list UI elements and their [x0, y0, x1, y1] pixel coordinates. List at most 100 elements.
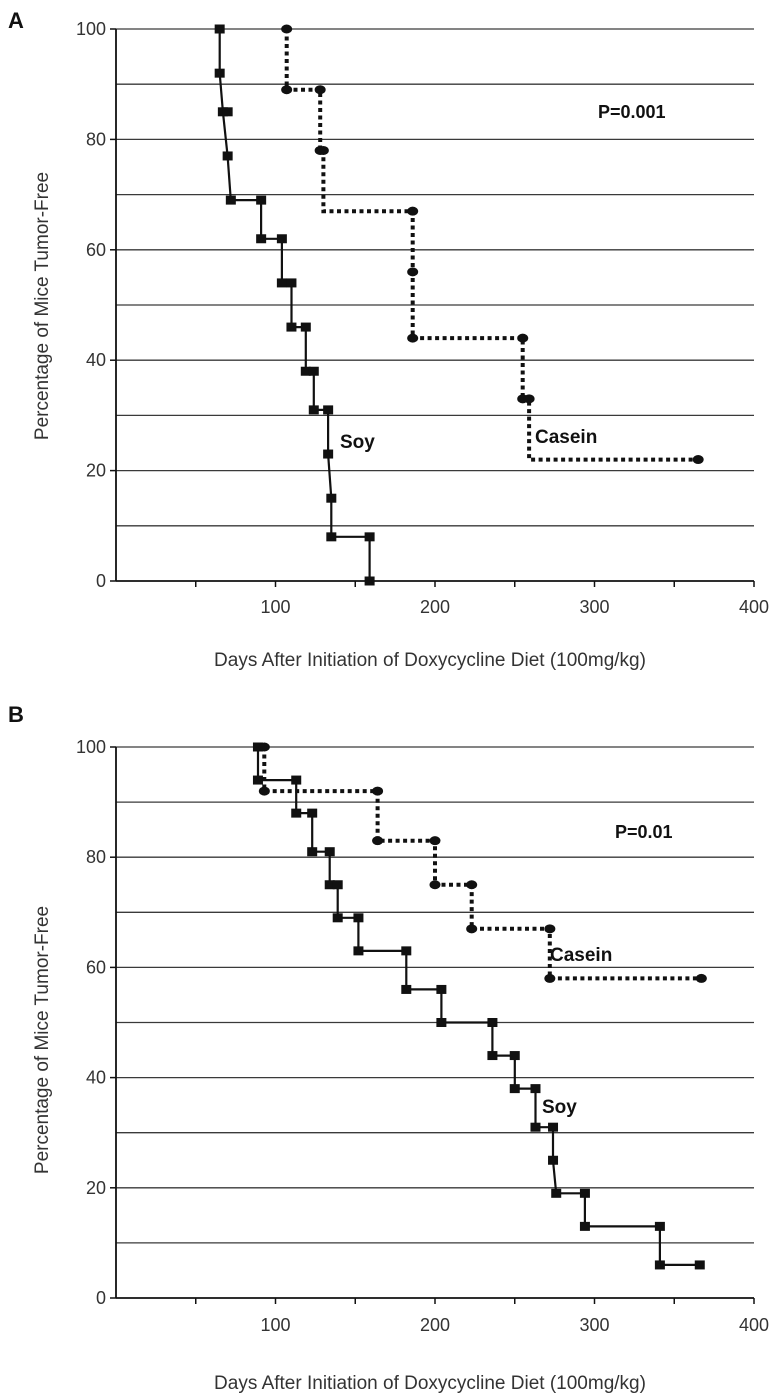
panel-b-soy-point: [436, 984, 447, 994]
panel-b-soy-point: [487, 1051, 498, 1061]
panel-a-y-tick-label: 60: [86, 240, 106, 260]
panel-a-soy-point: [276, 278, 287, 288]
panel-a-soy-point: [300, 366, 311, 376]
panel-a-letter: A: [8, 8, 24, 33]
panel-a-casein-point: [281, 85, 293, 95]
panel-a-soy-point: [276, 234, 287, 244]
panel-a-soy-point: [364, 532, 375, 542]
panel-b-casein-point: [544, 973, 556, 983]
panel-a-casein-point: [407, 206, 419, 216]
panel-b-soy-point: [487, 1018, 498, 1027]
panel-b-y-tick-label: 0: [96, 1288, 106, 1308]
panel-a-casein-point: [517, 333, 529, 343]
panel-b-soy-point: [509, 1084, 520, 1094]
panel-a-soy-point: [214, 24, 225, 34]
panel-b-soy-point: [252, 775, 263, 785]
panel-b-y-tick-label: 100: [76, 737, 106, 757]
panel-b-soy-point: [307, 847, 318, 857]
panel-b-soy-point: [551, 1188, 562, 1198]
panel-b-soy-point: [548, 1122, 559, 1132]
panel-b-soy-point: [252, 742, 263, 752]
panel-a-gridlines: [116, 28, 754, 527]
panel-b-casein-point: [429, 880, 441, 890]
panel-b-casein-point: [372, 836, 384, 846]
panel-b-soy-point: [324, 847, 335, 857]
panel-a-y-tick-label: 0: [96, 571, 106, 591]
panel-b-soy-series: [252, 742, 705, 1270]
panel-b-soy-point: [291, 775, 302, 785]
panel-a-soy-point: [225, 195, 236, 205]
panel-a-casein-point: [281, 24, 293, 34]
panel-b-x-tick-label: 100: [260, 1315, 290, 1335]
panel-a-x-tick-label: 400: [739, 597, 769, 617]
panel-b-soy-point: [579, 1221, 590, 1231]
panel-a-casein-point: [407, 333, 419, 343]
panel-a-soy-point: [326, 493, 337, 503]
panel-b-casein-point: [544, 924, 556, 934]
panel-a-y-tick-label: 40: [86, 350, 106, 370]
panel-b-x-axis-title: Days After Initiation of Doxycycline Die…: [214, 1373, 646, 1394]
panel-b-soy-point: [332, 913, 343, 923]
panel-a-soy-point: [256, 195, 267, 205]
panel-a-casein-point: [523, 394, 535, 404]
panel-b-x-tick-label: 300: [579, 1315, 609, 1335]
panel-a-soy-point: [222, 107, 233, 117]
panel-b-y-tick-label: 80: [86, 847, 106, 867]
panel-a-casein-point: [317, 145, 329, 155]
panel-a-y-tick-label: 80: [86, 129, 106, 149]
panel-b-soy-point: [307, 808, 318, 818]
panel-b-casein-point: [258, 786, 270, 796]
panel-b-soy-point: [694, 1260, 705, 1270]
panel-a-x-tick-label: 200: [420, 597, 450, 617]
panel-a-soy-point: [308, 405, 319, 415]
panel-a-x-axis-title: Days After Initiation of Doxycycline Die…: [214, 650, 646, 671]
panel-b-casein-point: [466, 924, 478, 934]
panel-b-casein-series: [258, 742, 707, 983]
panel-b-soy-point: [401, 946, 412, 956]
panel-b-casein-point: [466, 880, 478, 890]
panel-b-y-axis-title: Percentage of Mice Tumor-Free: [32, 906, 53, 1174]
panel-a-x-tick-label: 300: [579, 597, 609, 617]
panel-b-p-value: P=0.01: [615, 822, 673, 842]
panel-b-y-tick-label: 40: [86, 1068, 106, 1088]
panel-b-soy-point: [530, 1122, 541, 1132]
panel-b-casein-point: [372, 786, 384, 796]
panel-b-y-tick-label: 60: [86, 957, 106, 977]
panel-a-casein-point: [314, 85, 326, 95]
panel-a-casein-point: [692, 455, 704, 465]
panel-b-soy-point: [654, 1221, 665, 1231]
panel-b-x-tick-label: 400: [739, 1315, 769, 1335]
panel-a-soy-point: [323, 405, 334, 415]
panel-b-soy-point: [353, 913, 364, 923]
panel-b-soy-point: [579, 1188, 590, 1198]
panel-a-soy-point: [300, 322, 311, 332]
panel-a-soy-point: [326, 532, 337, 542]
panel-b-casein-point: [695, 973, 707, 983]
panel-a-p-value: P=0.001: [598, 102, 666, 122]
panel-a-soy-point: [214, 68, 225, 78]
panel-a-y-tick-label: 20: [86, 461, 106, 481]
panel-a-casein-series: [281, 24, 704, 465]
panel-a-soy-label: Soy: [340, 432, 375, 453]
panel-b-soy-label: Soy: [542, 1097, 577, 1118]
panel-b-soy-point: [332, 880, 343, 890]
panel-b-letter: B: [8, 702, 24, 727]
panel-b-soy-point: [509, 1051, 520, 1061]
panel-b-casein-point: [429, 836, 441, 846]
panel-b-soy-point: [436, 1018, 447, 1027]
panel-b-soy-point: [548, 1155, 559, 1165]
panel-b-soy-point: [530, 1084, 541, 1094]
panel-b: B Percentage of Mice Tumor-Free Days Aft…: [8, 702, 769, 1394]
panel-a-y-axis-title: Percentage of Mice Tumor-Free: [32, 172, 53, 440]
panel-a-casein-line: [284, 29, 699, 462]
panel-b-soy-point: [353, 946, 364, 956]
panel-a-soy-point: [256, 234, 267, 244]
panel-a-soy-point: [286, 278, 297, 288]
panel-a-soy-point: [308, 366, 319, 376]
panel-a-soy-point: [364, 576, 375, 586]
panel-a-x-tick-label: 100: [260, 597, 290, 617]
panel-b-soy-point: [324, 880, 335, 890]
panel-b-x-tick-label: 200: [420, 1315, 450, 1335]
panel-a-soy-point: [222, 151, 233, 161]
